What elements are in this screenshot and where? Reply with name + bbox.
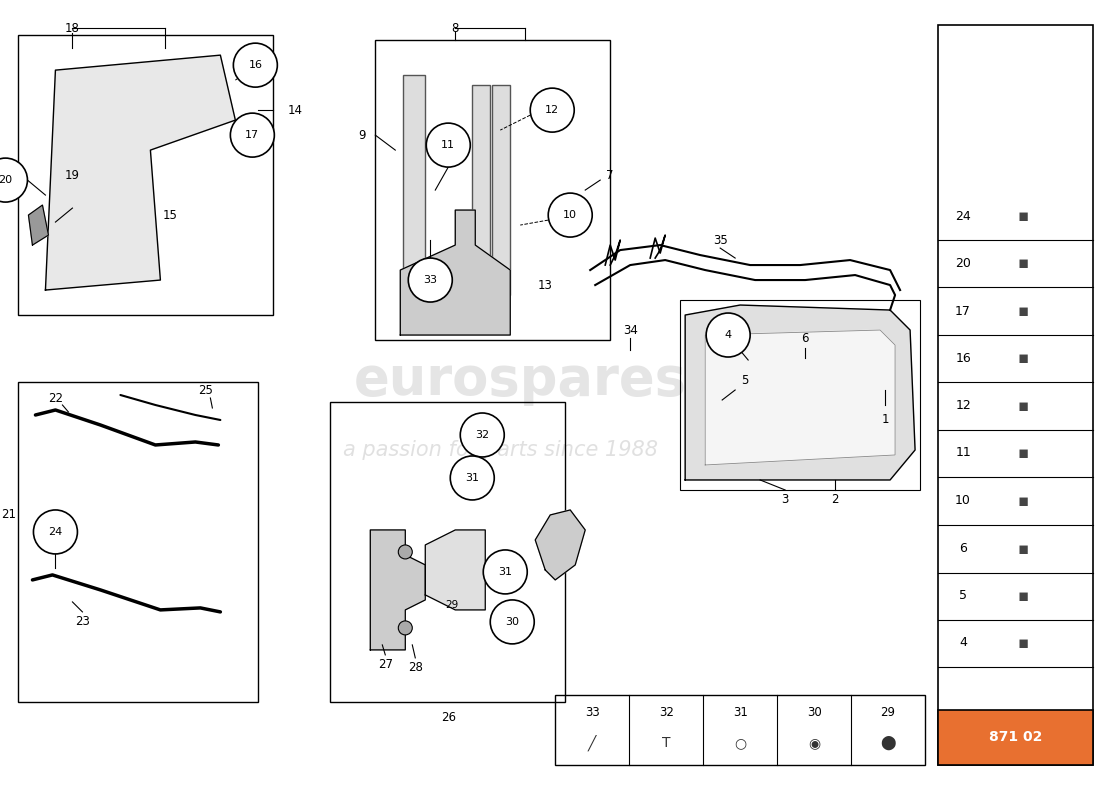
- Text: ▪: ▪: [1018, 302, 1028, 320]
- Text: 19: 19: [65, 169, 80, 182]
- Text: 30: 30: [505, 617, 519, 627]
- Text: 17: 17: [955, 305, 971, 318]
- Text: ○: ○: [734, 736, 746, 750]
- Text: ▪: ▪: [1018, 492, 1028, 510]
- Text: 29: 29: [446, 600, 459, 610]
- Text: ▪: ▪: [1018, 397, 1028, 415]
- Text: 20: 20: [955, 257, 971, 270]
- Text: 7: 7: [606, 169, 614, 182]
- Circle shape: [233, 43, 277, 87]
- Text: ⬤: ⬤: [880, 736, 895, 750]
- FancyBboxPatch shape: [938, 710, 1093, 765]
- Circle shape: [398, 621, 412, 635]
- Polygon shape: [400, 210, 510, 335]
- Text: 25: 25: [198, 383, 212, 397]
- Circle shape: [460, 413, 504, 457]
- Text: 5: 5: [741, 374, 749, 386]
- Text: T: T: [662, 736, 670, 750]
- Circle shape: [398, 545, 412, 559]
- Text: 9: 9: [359, 129, 366, 142]
- Bar: [404, 75, 426, 315]
- Text: 31: 31: [465, 473, 480, 483]
- Text: 24: 24: [48, 527, 63, 537]
- Text: 16: 16: [249, 60, 263, 70]
- Bar: [472, 85, 491, 295]
- Text: 10: 10: [955, 494, 971, 507]
- Text: 6: 6: [802, 331, 808, 345]
- Text: ◉: ◉: [808, 736, 821, 750]
- Text: ▪: ▪: [1018, 207, 1028, 225]
- Circle shape: [530, 88, 574, 132]
- Polygon shape: [536, 510, 585, 580]
- Text: 31: 31: [733, 706, 748, 719]
- Polygon shape: [29, 205, 48, 245]
- Text: 22: 22: [48, 391, 63, 405]
- Text: 871 02: 871 02: [989, 730, 1042, 744]
- Text: a passion for parts since 1988: a passion for parts since 1988: [343, 440, 658, 460]
- Text: 32: 32: [475, 430, 490, 440]
- Text: 16: 16: [955, 351, 971, 365]
- Text: ▪: ▪: [1018, 349, 1028, 367]
- Polygon shape: [685, 305, 915, 480]
- Text: 21: 21: [1, 509, 16, 522]
- Text: 30: 30: [806, 706, 822, 719]
- Text: 12: 12: [546, 105, 559, 115]
- Text: 32: 32: [659, 706, 673, 719]
- Text: ▪: ▪: [1018, 634, 1028, 652]
- Text: 28: 28: [408, 662, 422, 674]
- Polygon shape: [371, 530, 426, 650]
- Polygon shape: [705, 330, 895, 465]
- Text: 3: 3: [781, 494, 789, 506]
- Text: 33: 33: [585, 706, 600, 719]
- Text: 5: 5: [959, 590, 967, 602]
- Text: ▪: ▪: [1018, 540, 1028, 558]
- Circle shape: [706, 313, 750, 357]
- Text: 14: 14: [288, 104, 302, 117]
- Text: 35: 35: [713, 234, 727, 246]
- Circle shape: [450, 456, 494, 500]
- Text: 11: 11: [955, 446, 971, 459]
- Polygon shape: [426, 530, 485, 610]
- Text: 1: 1: [881, 414, 889, 426]
- Polygon shape: [45, 55, 235, 290]
- Text: 4: 4: [959, 636, 967, 650]
- Text: 18: 18: [65, 22, 80, 34]
- Text: 31: 31: [498, 567, 513, 577]
- Text: 13: 13: [538, 278, 552, 291]
- Text: 15: 15: [163, 209, 178, 222]
- Text: 4: 4: [725, 330, 732, 340]
- Text: 8: 8: [452, 22, 459, 34]
- Text: 26: 26: [441, 711, 455, 724]
- Circle shape: [548, 193, 592, 237]
- Text: 33: 33: [424, 275, 438, 285]
- Text: ╱: ╱: [588, 734, 596, 751]
- Circle shape: [33, 510, 77, 554]
- Text: 20: 20: [0, 175, 12, 185]
- Text: ▪: ▪: [1018, 254, 1028, 272]
- Text: 34: 34: [623, 323, 638, 337]
- Text: 23: 23: [75, 615, 90, 629]
- Text: 17: 17: [245, 130, 260, 140]
- Circle shape: [230, 113, 274, 157]
- Circle shape: [491, 600, 535, 644]
- Text: 11: 11: [441, 140, 455, 150]
- Circle shape: [427, 123, 471, 167]
- Text: 6: 6: [959, 542, 967, 555]
- Bar: [493, 85, 510, 295]
- Text: 24: 24: [955, 210, 971, 222]
- Text: ▪: ▪: [1018, 444, 1028, 462]
- Circle shape: [483, 550, 527, 594]
- Text: eurospares: eurospares: [354, 354, 686, 406]
- Text: 2: 2: [832, 494, 839, 506]
- Text: 29: 29: [881, 706, 895, 719]
- Text: 27: 27: [377, 658, 393, 671]
- Circle shape: [408, 258, 452, 302]
- Circle shape: [0, 158, 28, 202]
- Text: 10: 10: [563, 210, 578, 220]
- Text: ▪: ▪: [1018, 587, 1028, 605]
- Text: 12: 12: [955, 399, 971, 413]
